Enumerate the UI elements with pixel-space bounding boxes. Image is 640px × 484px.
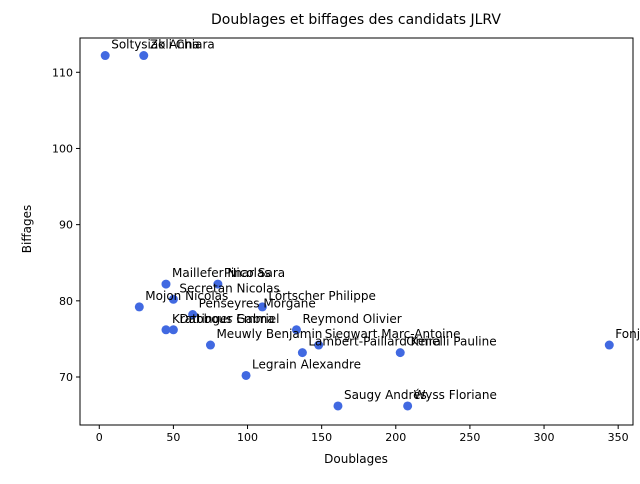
point-label: Lambert-Paillard Keira (308, 335, 441, 349)
data-point (604, 340, 614, 350)
point-label: Wyss Floriane (414, 388, 497, 402)
data-point (403, 401, 413, 411)
plot-frame (79, 37, 634, 426)
x-tick-label: 150 (311, 431, 332, 444)
point-label: Saugy Andrés (344, 388, 427, 402)
data-point (168, 294, 178, 304)
point-label: Maillefer Nicolas (172, 266, 271, 280)
data-point (134, 302, 144, 312)
data-point (213, 279, 223, 289)
data-point (205, 340, 215, 350)
data-point (291, 325, 301, 335)
x-tick-label: 100 (237, 431, 258, 444)
x-tick-label: 200 (385, 431, 406, 444)
x-tick-label: 350 (608, 431, 629, 444)
y-tick-label: 110 (52, 66, 73, 79)
x-tick-label: 50 (166, 431, 180, 444)
y-tick-label: 70 (59, 371, 73, 384)
data-point (297, 348, 307, 358)
point-label: Legrain Alexandre (252, 357, 361, 371)
axes-layer: 0 50 100 150 200 250 300 350 70 80 90 100 110 (52, 37, 634, 444)
point-label: Zoli Chiara (150, 38, 215, 52)
data-point (314, 340, 324, 350)
data-point (188, 310, 198, 320)
point-label: Penseyres Morgane (199, 297, 316, 311)
point-label: Fonjallaz (615, 327, 640, 341)
y-axis-label: Biffages (20, 205, 34, 253)
x-tick-label: 250 (459, 431, 480, 444)
data-point (333, 401, 343, 411)
point-label: Meuwly Benjamin (216, 327, 322, 341)
point-label: Siegwart Marc-Antoine (325, 327, 461, 341)
point-label: Krattinger Gabriel (172, 312, 280, 326)
data-point (168, 325, 178, 335)
x-axis-label: Doublages (324, 452, 388, 466)
x-tick-label: 0 (96, 431, 103, 444)
point-label: Reymond Olivier (302, 312, 401, 326)
y-tick-label: 80 (59, 295, 73, 308)
point-label: Mojon Nicolas (145, 289, 228, 303)
y-tick-label: 90 (59, 219, 73, 232)
points-layer (100, 51, 614, 411)
y-tick-label: 100 (52, 142, 73, 155)
data-point (257, 302, 267, 312)
data-point (100, 51, 110, 61)
data-point (139, 51, 149, 61)
point-label: Secretan Nicolas (179, 281, 279, 295)
data-point (395, 348, 405, 358)
point-label: Soltysiak Anna (111, 38, 200, 52)
data-point (161, 325, 171, 335)
x-tick-label: 300 (534, 431, 555, 444)
point-label: Ormelli Pauline (406, 335, 496, 349)
point-label: Lörtscher Philippe (268, 289, 376, 303)
point-label: Dabbous Emma (179, 312, 274, 326)
data-point (241, 370, 251, 380)
chart-title: Doublages et biffages des candidats JLRV (211, 12, 501, 28)
point-label: Pinar Sara (224, 266, 285, 280)
data-point (161, 279, 171, 289)
